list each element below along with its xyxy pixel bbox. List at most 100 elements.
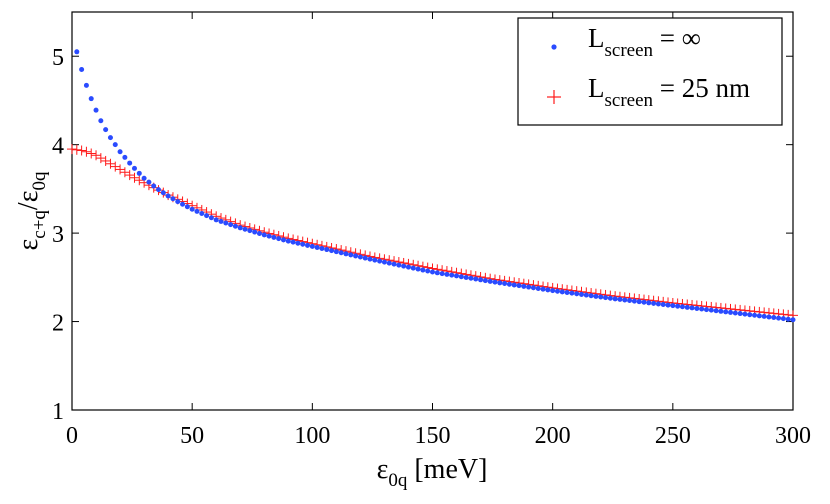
data-point-dot xyxy=(742,311,748,317)
data-point-dot xyxy=(651,300,657,306)
data-point-dot xyxy=(93,107,99,113)
data-point-plus xyxy=(105,158,116,169)
data-point-dot xyxy=(430,269,435,275)
data-point-dot xyxy=(482,278,488,284)
data-point-dot xyxy=(670,303,676,309)
data-point-dot xyxy=(146,179,152,185)
data-point-dot xyxy=(468,275,474,281)
data-point-dot xyxy=(300,241,306,247)
x-axis-title: ε0q [meV] xyxy=(377,454,488,491)
data-point-dot xyxy=(728,309,734,315)
data-point-dot xyxy=(502,281,508,287)
data-point-dot xyxy=(790,317,796,323)
x-tick-label: 150 xyxy=(415,423,451,449)
data-point-dot xyxy=(694,305,700,311)
data-point-dot xyxy=(242,226,248,232)
data-point-dot xyxy=(439,271,445,277)
data-point-dot xyxy=(180,201,186,207)
data-point-dot xyxy=(526,284,532,290)
data-point-dot xyxy=(391,261,397,267)
data-point-dot xyxy=(684,304,690,310)
data-point-dot xyxy=(761,313,767,319)
data-point-dot xyxy=(343,251,349,257)
data-point-dot xyxy=(766,314,772,320)
legend-label-25nm: Lscreen = 25 nm xyxy=(588,73,750,111)
data-point-dot xyxy=(280,237,286,243)
data-point-dot xyxy=(516,283,522,289)
data-point-plus xyxy=(71,144,82,155)
data-point-dot xyxy=(540,286,546,292)
data-point-dot xyxy=(151,183,157,189)
data-point-dot xyxy=(338,250,344,256)
data-point-dot xyxy=(170,196,176,202)
data-point-dot xyxy=(554,288,560,294)
data-point-dot xyxy=(593,293,599,299)
data-point-dot xyxy=(223,220,229,226)
data-point-dot xyxy=(122,154,128,160)
data-point-dot xyxy=(237,225,243,231)
data-point-dot xyxy=(309,243,315,249)
data-point-dot xyxy=(449,272,455,278)
data-point-dot xyxy=(747,312,753,318)
data-point-dot xyxy=(156,187,162,193)
data-point-dot xyxy=(79,66,85,72)
data-point-dot xyxy=(454,273,460,279)
data-point-dot xyxy=(756,313,762,319)
data-point-dot xyxy=(511,282,517,288)
data-point-dot xyxy=(497,280,503,286)
data-point-plus xyxy=(81,146,92,157)
data-point-dot xyxy=(603,295,609,301)
data-point-dot xyxy=(261,232,267,238)
legend-marker-plus xyxy=(547,90,561,104)
x-tick-label: 0 xyxy=(66,423,78,449)
data-point-dot xyxy=(463,274,469,280)
data-point-dot xyxy=(737,311,743,317)
data-point-dot xyxy=(723,309,729,315)
data-point-dot xyxy=(559,289,565,295)
y-tick-label: 1 xyxy=(52,399,64,425)
data-point-dot xyxy=(660,302,666,308)
data-point-dot xyxy=(689,305,695,311)
data-point-dot xyxy=(396,262,402,268)
data-point-dot xyxy=(194,208,200,214)
data-point-dot xyxy=(703,307,709,313)
data-point-dot xyxy=(636,299,642,305)
data-point-dot xyxy=(305,242,311,248)
x-tick-label: 100 xyxy=(294,423,330,449)
data-point-dot xyxy=(232,223,238,229)
x-tick-label: 250 xyxy=(655,423,691,449)
data-point-dot xyxy=(478,277,484,283)
data-point-dot xyxy=(184,204,190,210)
data-point-dot xyxy=(521,283,527,289)
data-point-dot xyxy=(107,135,113,141)
data-point-dot xyxy=(631,298,637,304)
data-point-dot xyxy=(285,238,291,244)
data-point-dot xyxy=(256,230,262,236)
data-point-dot xyxy=(655,301,661,307)
data-point-dot xyxy=(136,170,142,176)
data-point-plus xyxy=(86,148,97,159)
data-point-dot xyxy=(410,265,416,271)
data-point-dot xyxy=(718,308,724,314)
data-point-dot xyxy=(415,266,421,272)
data-point-dot xyxy=(588,293,594,299)
data-point-dot xyxy=(160,190,166,196)
data-point-dot xyxy=(98,118,104,124)
axis-ticks: 0 50 100 150 200 250 300 1 2 3 4 5 xyxy=(52,12,811,449)
data-point-dot xyxy=(622,297,628,303)
data-point-plus xyxy=(124,170,135,181)
series-lscreen-25nm xyxy=(67,144,798,321)
data-point-dot xyxy=(771,315,777,321)
data-point-dot xyxy=(329,248,335,254)
series-layer xyxy=(67,49,798,323)
data-point-dot xyxy=(228,222,234,228)
data-point-dot xyxy=(131,165,137,171)
data-point-dot xyxy=(357,254,363,260)
data-point-dot xyxy=(271,234,277,240)
y-tick-label: 5 xyxy=(52,45,64,71)
data-point-plus xyxy=(119,167,130,178)
data-point-dot xyxy=(348,252,354,258)
data-point-dot xyxy=(612,296,618,302)
data-point-dot xyxy=(434,270,440,276)
data-point-dot xyxy=(112,142,118,148)
